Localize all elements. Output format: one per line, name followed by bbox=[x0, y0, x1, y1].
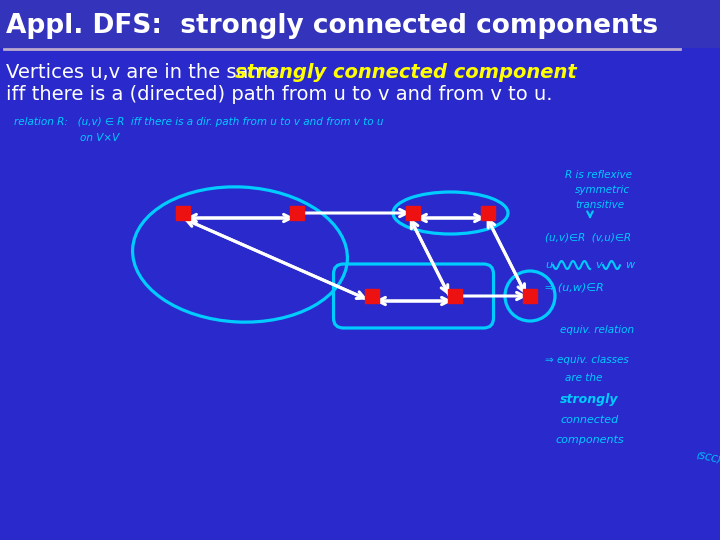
Text: symmetric: symmetric bbox=[575, 185, 630, 195]
Text: relation R:   (u,v) ∈ R  iff there is a dir. path from u to v and from v to u: relation R: (u,v) ∈ R iff there is a dir… bbox=[14, 117, 384, 127]
Text: ⇒ equiv. classes: ⇒ equiv. classes bbox=[545, 355, 629, 365]
Bar bbox=[523, 289, 537, 303]
Text: Vertices u,v are in the same: Vertices u,v are in the same bbox=[6, 63, 286, 82]
Bar bbox=[365, 289, 379, 303]
Text: connected: connected bbox=[560, 415, 618, 425]
Text: Appl. DFS:  strongly connected components: Appl. DFS: strongly connected components bbox=[6, 13, 658, 39]
Text: transitive: transitive bbox=[575, 200, 624, 210]
Bar bbox=[481, 206, 495, 220]
Text: (u,v)∈R  (v,u)∈R: (u,v)∈R (v,u)∈R bbox=[545, 232, 631, 242]
Text: equiv. relation: equiv. relation bbox=[560, 325, 634, 335]
Text: ⇒ (u,w)∈R: ⇒ (u,w)∈R bbox=[545, 282, 604, 292]
Bar bbox=[176, 206, 190, 220]
FancyBboxPatch shape bbox=[0, 0, 720, 48]
Text: w: w bbox=[625, 260, 634, 270]
Bar bbox=[290, 206, 304, 220]
Text: strongly connected component: strongly connected component bbox=[235, 63, 577, 82]
Text: are the: are the bbox=[565, 373, 603, 383]
Text: on V×V: on V×V bbox=[80, 133, 120, 143]
Text: strongly: strongly bbox=[560, 394, 618, 407]
Text: (SCC): (SCC) bbox=[695, 451, 720, 465]
Text: components: components bbox=[555, 435, 624, 445]
Bar bbox=[448, 289, 462, 303]
Text: R is reflexive: R is reflexive bbox=[565, 170, 632, 180]
Text: v: v bbox=[595, 260, 602, 270]
Bar bbox=[406, 206, 420, 220]
Text: iff there is a (directed) path from u to v and from v to u.: iff there is a (directed) path from u to… bbox=[6, 84, 552, 104]
Text: u: u bbox=[545, 260, 552, 270]
